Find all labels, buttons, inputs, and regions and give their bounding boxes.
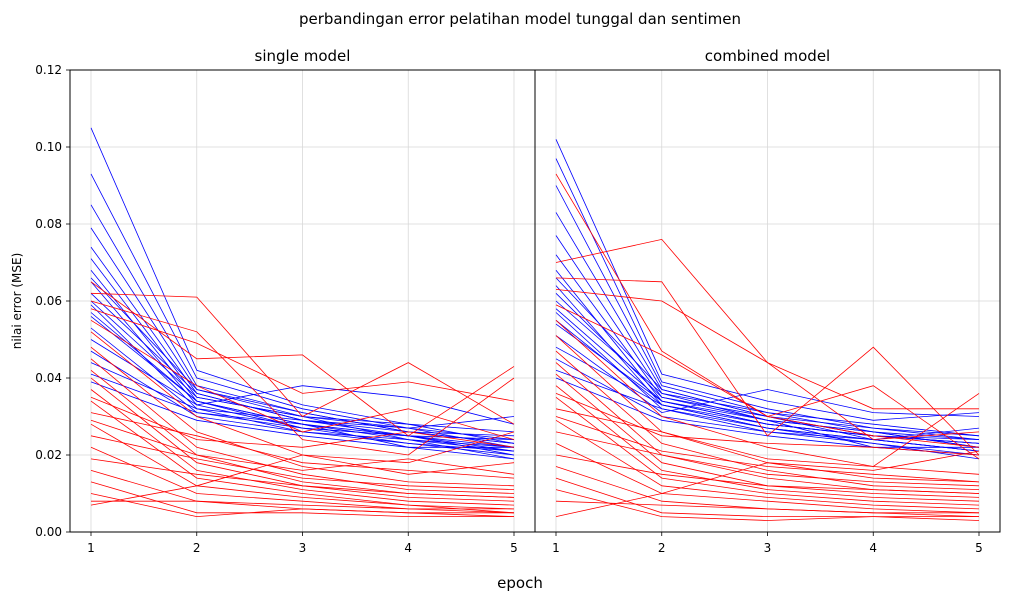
series-line-red [90, 423, 515, 514]
series-line-red [90, 431, 515, 506]
series-line-blue [90, 127, 515, 433]
series-line-red [555, 396, 980, 506]
series-line-red [90, 400, 515, 510]
series-line-red [555, 454, 980, 494]
series-line-red [555, 289, 979, 410]
series-line-blue [555, 139, 980, 421]
series-line-red [90, 435, 515, 490]
series-line-blue [90, 362, 515, 429]
x-tick-label: 3 [299, 541, 307, 555]
y-tick-label: 0.04 [35, 371, 62, 385]
series-line-blue [555, 335, 980, 417]
series-line-red [90, 358, 515, 494]
series-line-blue [90, 173, 515, 440]
series-line-blue [90, 339, 515, 425]
x-tick-label: 1 [552, 541, 560, 555]
series-line-red [555, 431, 980, 487]
series-line-red [555, 350, 980, 490]
series-line-red [555, 385, 980, 502]
series-line-red [90, 493, 514, 518]
series-line-red [90, 446, 515, 514]
series-line-blue [90, 312, 515, 448]
figure-suptitle: perbandingan error pelatihan model tungg… [299, 10, 741, 28]
series-line-red [555, 277, 980, 456]
series-line-blue [555, 358, 980, 460]
series-line-blue [90, 373, 515, 452]
panel-single-model: single model 1 2 3 4 5 0.00 0.02 0.04 0.06 0.08 0.1… [35, 47, 536, 555]
series-line-red [90, 346, 515, 487]
series-line-blue [555, 319, 980, 452]
series-line-red [90, 292, 515, 425]
y-tick-label: 0.08 [35, 217, 62, 231]
series-line-red [555, 489, 979, 521]
panel-combined-model: combined model 1 2 3 4 5 [534, 47, 1001, 555]
series-line-blue [555, 308, 980, 444]
x-tick-label: 3 [764, 541, 772, 555]
x-tick-label: 1 [87, 541, 95, 555]
y-tick-label: 0.02 [35, 448, 62, 462]
series-line-red [555, 304, 980, 460]
series-line-red [555, 320, 980, 467]
series-line-red [90, 481, 514, 517]
y-tick-label: 0.10 [35, 140, 62, 154]
series-line-red [90, 458, 515, 498]
x-tick-label: 4 [404, 541, 412, 555]
series-line-red [90, 319, 515, 440]
x-tick-label: 2 [193, 541, 201, 555]
series-line-red [90, 281, 515, 437]
panel-title: combined model [705, 47, 830, 65]
series-line-red [555, 419, 980, 510]
y-tick-label: 0.12 [35, 63, 62, 77]
x-tick-label: 5 [975, 541, 983, 555]
series-line-red [90, 300, 515, 456]
x-tick-label: 2 [658, 541, 666, 555]
figure-supxlabel: epoch [497, 574, 543, 592]
series-line-red [91, 500, 514, 510]
y-axis-label: nilai error (MSE) [10, 253, 24, 350]
x-tick-label: 5 [510, 541, 518, 555]
series-line-blue [90, 381, 515, 460]
series-group [555, 139, 980, 521]
series-line-red [555, 443, 980, 514]
series-group [90, 127, 515, 518]
series-line-blue [555, 158, 980, 437]
y-tick-label: 0.06 [35, 294, 62, 308]
series-line-red [90, 396, 515, 448]
series-line-blue [90, 277, 515, 437]
y-tick-label: 0.00 [35, 525, 62, 539]
x-tick-label: 4 [869, 541, 877, 555]
series-line-red [555, 408, 980, 475]
series-line-red [90, 412, 515, 479]
series-line-red [555, 450, 980, 517]
panel-title: single model [255, 47, 351, 65]
series-line-red [90, 308, 515, 402]
series-line-red [555, 393, 980, 456]
series-line-red [555, 416, 980, 483]
series-line-red [555, 500, 979, 514]
series-line-red [90, 419, 515, 475]
